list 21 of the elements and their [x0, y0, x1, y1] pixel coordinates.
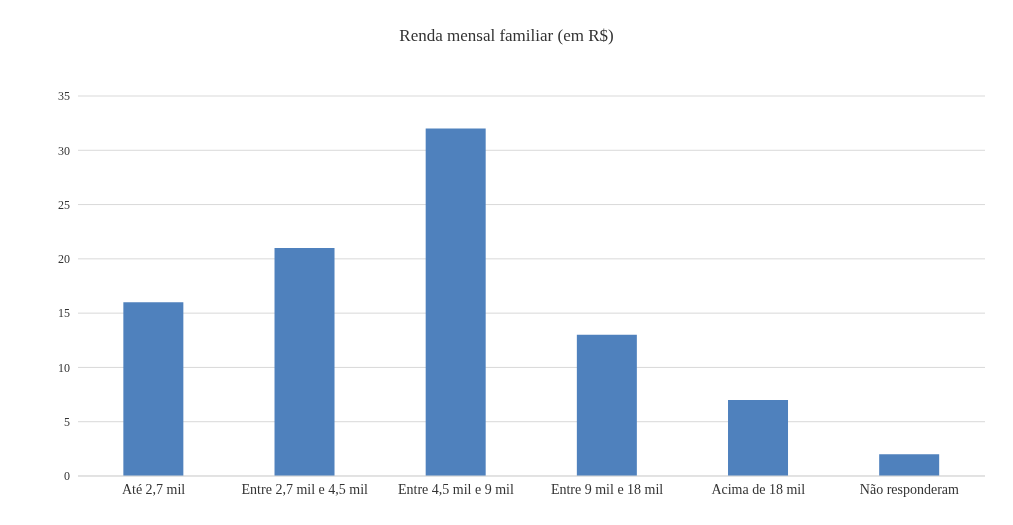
y-tick-label: 30: [58, 143, 70, 158]
x-tick-label: Acima de 18 mil: [711, 481, 806, 497]
y-tick-label: 10: [58, 360, 70, 375]
y-tick-label: 25: [58, 197, 70, 212]
x-tick-label: Entre 4,5 mil e 9 mil: [397, 481, 514, 497]
bar: [425, 128, 486, 476]
bar: [123, 302, 184, 476]
bar: [728, 400, 789, 476]
x-tick-label: Entre 9 mil e 18 mil: [550, 481, 664, 497]
y-tick-label: 5: [64, 414, 70, 429]
x-tick-label: Até 2,7 mil: [121, 481, 186, 497]
y-tick-label: 15: [58, 306, 70, 321]
x-tick-label: Não responderam: [859, 481, 960, 497]
x-tick-label: Entre 2,7 mil e 4,5 mil: [241, 481, 369, 497]
bar: [274, 248, 335, 476]
chart-title: Renda mensal familiar (em R$): [398, 25, 615, 47]
y-tick-label: 35: [58, 89, 70, 104]
bar: [879, 454, 940, 476]
y-tick-label: 20: [58, 252, 70, 267]
y-tick-label: 0: [64, 469, 70, 484]
bar: [576, 334, 637, 476]
